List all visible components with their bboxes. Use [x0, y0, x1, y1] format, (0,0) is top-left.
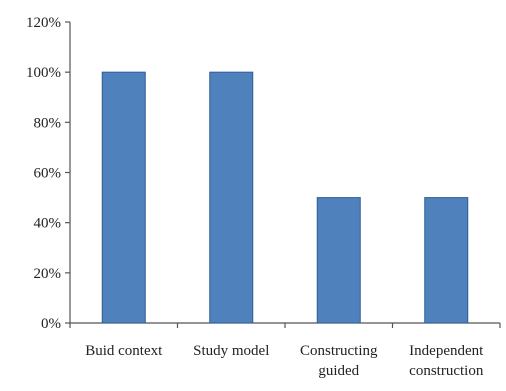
category-label: Independent	[409, 343, 484, 359]
y-tick-label: 100%	[26, 65, 61, 81]
bar	[209, 71, 254, 324]
category-label: Constructing	[300, 343, 378, 359]
category-label: guided	[318, 363, 359, 379]
category-label: Study model	[193, 343, 269, 359]
y-axis: 0% 20% 40% 60% 80% 100% 120%	[26, 15, 71, 332]
y-tick-label: 60%	[34, 166, 62, 182]
y-tick-label: 0%	[41, 316, 61, 332]
x-axis	[69, 322, 501, 328]
y-tick-label: 120%	[26, 15, 61, 31]
bar	[101, 71, 146, 324]
bar	[316, 197, 361, 324]
bar	[424, 197, 469, 324]
category-label: Buid context	[85, 343, 163, 359]
y-tick-label: 80%	[34, 115, 62, 131]
category-labels: Buid context Study model Constructing guide…	[85, 343, 484, 379]
y-tick-label: 20%	[34, 266, 62, 282]
y-tick-label: 40%	[34, 216, 62, 232]
bars	[101, 71, 469, 324]
category-label: construction	[409, 363, 484, 379]
